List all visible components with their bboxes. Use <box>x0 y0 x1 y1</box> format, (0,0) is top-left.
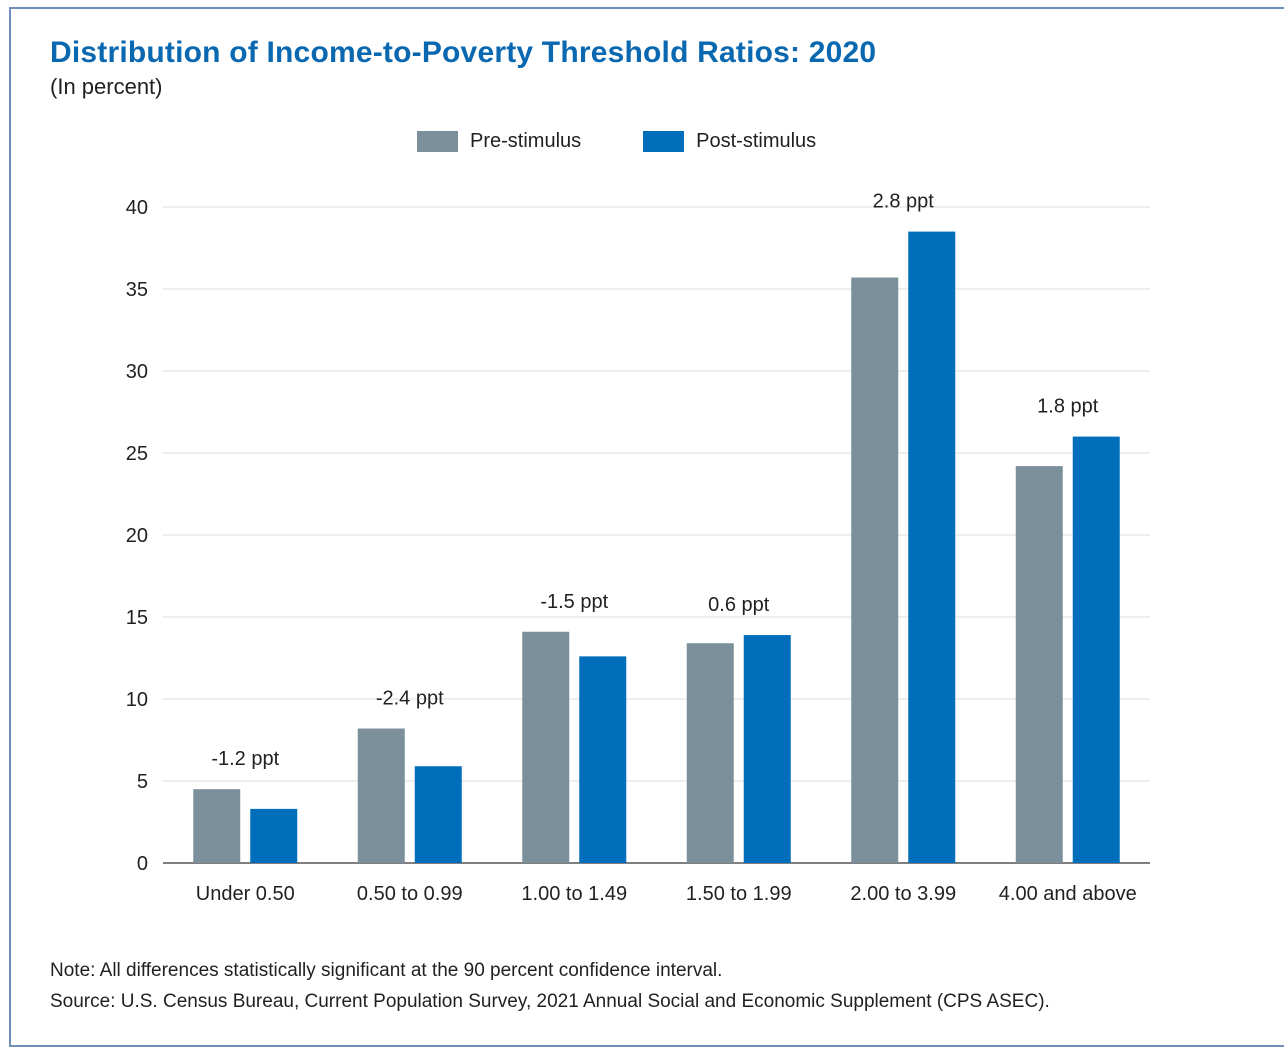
x-tick-label-1: 0.50 to 0.99 <box>357 883 463 905</box>
y-tick-label-15: 15 <box>126 607 148 629</box>
legend: Pre-stimulus Post-stimulus <box>417 127 878 155</box>
chart-subtitle: (In percent) <box>50 74 163 99</box>
y-tick-label-0: 0 <box>137 853 148 875</box>
bar-pre-stimulus-3 <box>686 643 734 863</box>
annotation-label-1: -2.4 ppt <box>376 688 444 710</box>
legend-item-post-stimulus: Post-stimulus <box>643 130 816 153</box>
annotation-label-0: -1.2 ppt <box>211 748 279 770</box>
annotation-label-4: 2.8 ppt <box>873 191 935 213</box>
x-tick-label-3: 1.50 to 1.99 <box>686 883 792 905</box>
y-tick-label-40: 40 <box>126 197 148 219</box>
y-tick-label-35: 35 <box>126 279 148 301</box>
annotation-label-5: 1.8 ppt <box>1037 396 1099 418</box>
bar-post-stimulus-4 <box>908 231 956 864</box>
y-tick-label-30: 30 <box>126 361 148 383</box>
bar-post-stimulus-1 <box>414 766 462 863</box>
bar-pre-stimulus-5 <box>1015 466 1063 863</box>
legend-swatch-pre-stimulus <box>417 130 458 152</box>
bar-post-stimulus-0 <box>250 808 298 863</box>
bar-post-stimulus-2 <box>579 656 627 863</box>
x-tick-label-4: 2.00 to 3.99 <box>850 883 956 905</box>
legend-label-pre-stimulus: Pre-stimulus <box>470 129 582 152</box>
y-tick-label-5: 5 <box>137 771 148 793</box>
legend-item-pre-stimulus: Pre-stimulus <box>417 130 581 153</box>
bar-pre-stimulus-2 <box>522 631 570 863</box>
bar-pre-stimulus-0 <box>193 789 241 863</box>
bar-post-stimulus-5 <box>1072 436 1120 863</box>
x-tick-label-2: 1.00 to 1.49 <box>521 883 627 905</box>
y-tick-label-20: 20 <box>126 525 148 547</box>
chart-source: Source: U.S. Census Bureau, Current Popu… <box>50 991 1050 1012</box>
chart-note: Note: All differences statistically sign… <box>50 960 723 981</box>
bar-pre-stimulus-4 <box>851 277 899 863</box>
legend-label-post-stimulus: Post-stimulus <box>696 129 817 152</box>
legend-swatch-post-stimulus <box>643 130 685 152</box>
y-tick-label-25: 25 <box>126 443 148 465</box>
annotation-label-2: -1.5 ppt <box>540 591 608 613</box>
annotation-label-3: 0.6 ppt <box>708 594 770 616</box>
bar-post-stimulus-3 <box>743 635 791 863</box>
y-tick-label-10: 10 <box>126 689 148 711</box>
x-tick-label-0: Under 0.50 <box>196 883 295 905</box>
x-tick-label-5: 4.00 and above <box>999 883 1137 905</box>
chart-title: Distribution of Income-to-Poverty Thresh… <box>50 36 877 69</box>
bar-pre-stimulus-1 <box>357 728 405 863</box>
